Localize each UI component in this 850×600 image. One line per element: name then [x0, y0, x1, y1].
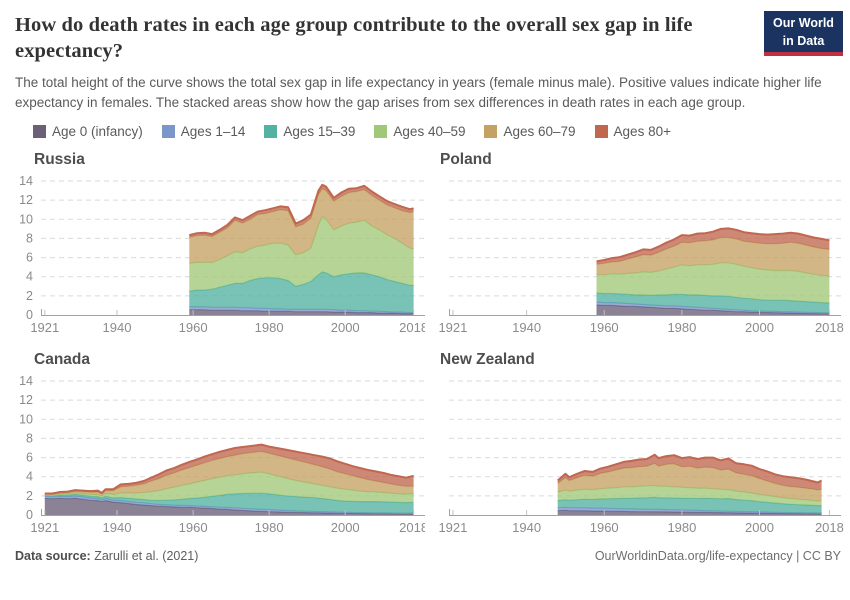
- data-source-label: Data source:: [15, 548, 91, 563]
- svg-text:1980: 1980: [667, 320, 696, 335]
- owid-logo-line1: Our World: [773, 16, 834, 30]
- svg-text:2: 2: [26, 289, 33, 303]
- svg-text:6: 6: [26, 250, 33, 264]
- svg-text:2000: 2000: [331, 320, 360, 335]
- data-source-value: Zarulli et al. (2021): [90, 548, 199, 563]
- chart-title-new-zealand: New Zealand: [440, 350, 535, 368]
- svg-text:1921: 1921: [438, 320, 467, 335]
- legend-swatch: [484, 124, 498, 138]
- svg-text:1980: 1980: [255, 520, 284, 535]
- legend-item: Ages 80+: [594, 123, 671, 139]
- legend-swatch: [594, 124, 608, 138]
- svg-text:1960: 1960: [179, 320, 208, 335]
- legend-swatch: [33, 124, 46, 138]
- svg-text:1940: 1940: [512, 520, 541, 535]
- svg-text:10: 10: [19, 412, 33, 426]
- svg-text:4: 4: [26, 469, 33, 483]
- svg-text:1940: 1940: [512, 320, 541, 335]
- svg-text:1921: 1921: [30, 320, 59, 335]
- stacked-area-chart-russia: 1921 1940 1960 1980 2000 2018 0 2 4 6 8 10 12 14: [19, 174, 425, 335]
- svg-text:2018: 2018: [399, 520, 425, 535]
- owid-logo-line2: in Data: [782, 33, 825, 48]
- legend-item: Ages 40–59: [374, 124, 465, 139]
- legend-item: Ages 1–14: [161, 123, 246, 139]
- legend-swatch: [374, 124, 388, 138]
- svg-text:1921: 1921: [438, 520, 467, 535]
- svg-text:6: 6: [26, 450, 33, 464]
- legend-item: Ages 15–39: [264, 124, 355, 139]
- chart-panel-canada: Canada 1921 1940 1960 1980 2000 2018 0 2 4 6 8 10 12…: [15, 351, 425, 537]
- legend-label: Age 0 (infancy): [52, 123, 143, 139]
- svg-text:8: 8: [26, 431, 33, 445]
- svg-text:2: 2: [26, 489, 33, 503]
- chart-title-poland: Poland: [440, 150, 492, 168]
- svg-text:1921: 1921: [30, 520, 59, 535]
- owid-logo[interactable]: Our World in Data: [764, 11, 843, 56]
- legend-label: Ages 15–39: [283, 123, 356, 139]
- svg-text:14: 14: [19, 174, 33, 188]
- svg-text:2018: 2018: [815, 320, 844, 335]
- svg-text:1980: 1980: [255, 320, 284, 335]
- svg-text:1940: 1940: [103, 520, 132, 535]
- page-title: How do death rates in each age group con…: [15, 14, 693, 63]
- footer: Data source: Zarulli et al. (2021) OurWo…: [15, 549, 841, 563]
- charts-grid: Russia 1921 1940 1960 1980 2000 2018 0 2 4 6 8 10 12…: [15, 151, 845, 537]
- svg-text:8: 8: [26, 231, 33, 245]
- svg-text:12: 12: [19, 393, 33, 407]
- stacked-area-chart-poland: 1921 1940 1960 1980 2000 2018: [438, 180, 844, 335]
- chart-subtitle: The total height of the curve shows the …: [15, 75, 822, 110]
- stacked-area-chart-canada: 1921 1940 1960 1980 2000 2018 0 2 4 6 8 10 12 14: [19, 374, 425, 535]
- legend-label: Ages 40–59: [393, 123, 466, 139]
- footer-link[interactable]: OurWorldinData.org/life-expectancy | CC …: [594, 548, 841, 563]
- svg-text:10: 10: [19, 212, 33, 226]
- chart-panel-russia: Russia 1921 1940 1960 1980 2000 2018 0 2 4 6 8 10 12…: [15, 151, 425, 337]
- svg-text:14: 14: [19, 374, 33, 388]
- svg-text:12: 12: [19, 193, 33, 207]
- legend-label: Ages 1–14: [180, 123, 246, 139]
- chart-panel-poland: Poland 1921 1940 1960 1980 2000 2018: [437, 151, 845, 337]
- svg-text:2000: 2000: [745, 520, 774, 535]
- svg-text:4: 4: [26, 269, 33, 283]
- svg-text:1960: 1960: [590, 520, 619, 535]
- svg-text:2018: 2018: [399, 320, 425, 335]
- svg-text:2000: 2000: [331, 520, 360, 535]
- data-source: Data source: Zarulli et al. (2021): [15, 549, 198, 563]
- svg-text:1940: 1940: [103, 320, 132, 335]
- svg-text:2018: 2018: [815, 520, 844, 535]
- svg-text:2000: 2000: [745, 320, 774, 335]
- chart-title-russia: Russia: [34, 150, 85, 168]
- svg-text:1980: 1980: [667, 520, 696, 535]
- legend: Age 0 (infancy) Ages 1–14 Ages 15–39 Ages 4…: [33, 124, 845, 139]
- legend-label: Ages 60–79: [503, 123, 576, 139]
- legend-item: Ages 60–79: [484, 123, 576, 139]
- svg-text:0: 0: [26, 308, 33, 322]
- svg-text:1960: 1960: [590, 320, 619, 335]
- stacked-area-chart-new-zealand: 1921 1940 1960 1980 2000 2018: [438, 380, 844, 535]
- legend-swatch: [264, 124, 278, 138]
- chart-panel-new-zealand: New Zealand 1921 1940 1960 1980 2000 2018: [437, 351, 845, 537]
- svg-text:0: 0: [26, 508, 33, 522]
- legend-label: Ages 80+: [613, 123, 671, 139]
- chart-title-canada: Canada: [34, 350, 90, 368]
- legend-item: Age 0 (infancy): [33, 124, 143, 139]
- svg-text:1960: 1960: [179, 520, 208, 535]
- legend-swatch: [161, 124, 175, 138]
